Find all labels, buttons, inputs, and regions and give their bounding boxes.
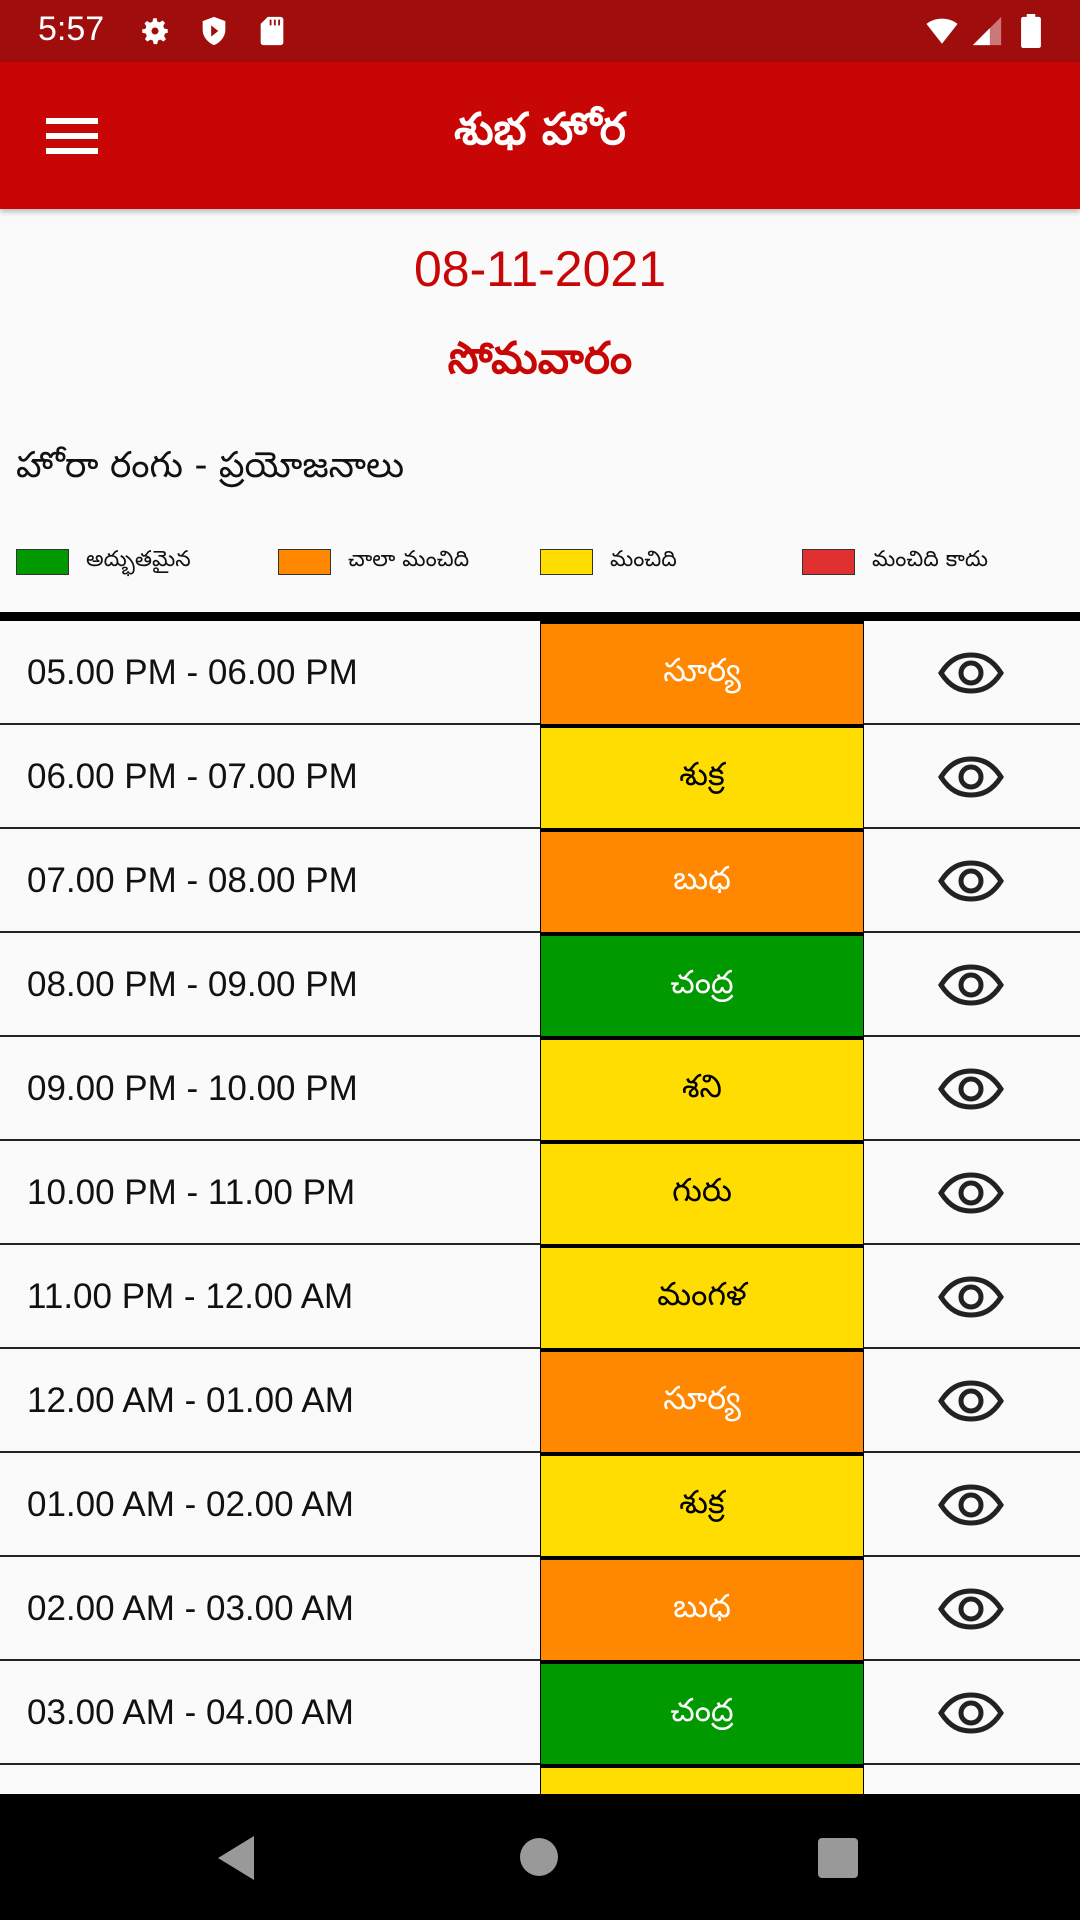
eye-icon[interactable] <box>938 1067 1004 1111</box>
hora-name: చంద్ర <box>670 963 734 1001</box>
hora-cell <box>540 1765 864 1794</box>
eye-icon[interactable] <box>938 1483 1004 1527</box>
battery-icon <box>1021 14 1041 48</box>
legend-label: మంచిది కాదు <box>872 547 989 572</box>
eye-icon[interactable] <box>938 859 1004 903</box>
hora-row[interactable]: 11.00 PM - 12.00 AM మంగళ <box>0 1245 1080 1349</box>
hora-row[interactable]: 10.00 PM - 11.00 PM గురు <box>0 1141 1080 1245</box>
hora-cell: బుధ <box>540 1557 864 1661</box>
hora-row[interactable]: 05.00 PM - 06.00 PM సూర్య <box>0 621 1080 725</box>
time-range: 06.00 PM - 07.00 PM <box>27 757 358 796</box>
recents-icon[interactable] <box>818 1838 858 1878</box>
hora-cell: మంగళ <box>540 1245 864 1349</box>
time-range: 09.00 PM - 10.00 PM <box>27 1069 358 1108</box>
eye-icon[interactable] <box>938 755 1004 799</box>
hora-row[interactable]: 09.00 PM - 10.00 PM శని <box>0 1037 1080 1141</box>
home-icon[interactable] <box>520 1838 558 1876</box>
hora-name: శుక్ర <box>679 755 725 793</box>
hora-row[interactable]: 03.00 AM - 04.00 AM చంద్ర <box>0 1661 1080 1765</box>
legend-swatch <box>16 549 69 575</box>
eye-icon[interactable] <box>938 963 1004 1007</box>
hora-row[interactable]: 07.00 PM - 08.00 PM బుధ <box>0 829 1080 933</box>
time-range: 08.00 PM - 09.00 PM <box>27 965 358 1004</box>
legend-label: మంచిది <box>610 547 677 572</box>
eye-icon[interactable] <box>938 1587 1004 1631</box>
hora-cell: బుధ <box>540 829 864 933</box>
signal-icon <box>972 16 1002 46</box>
hora-list[interactable]: 05.00 PM - 06.00 PM సూర్య 06.00 PM - 07.… <box>0 621 1080 1794</box>
sd-card-icon <box>260 16 284 46</box>
hora-row[interactable]: 02.00 AM - 03.00 AM బుధ <box>0 1557 1080 1661</box>
legend-label: చాలా మంచిది <box>348 547 470 572</box>
time-range: 10.00 PM - 11.00 PM <box>27 1173 356 1212</box>
hora-row[interactable] <box>0 1765 1080 1794</box>
status-bar: 5:57 <box>0 0 1080 62</box>
hamburger-menu-icon[interactable] <box>46 118 98 154</box>
time-range: 02.00 AM - 03.00 AM <box>27 1589 354 1628</box>
time-range: 05.00 PM - 06.00 PM <box>27 653 358 692</box>
hora-row[interactable]: 12.00 AM - 01.00 AM సూర్య <box>0 1349 1080 1453</box>
back-icon[interactable] <box>218 1836 258 1880</box>
legend-swatch <box>278 549 331 575</box>
hora-cell: చంద్ర <box>540 1661 864 1765</box>
eye-icon[interactable] <box>938 1171 1004 1215</box>
status-time: 5:57 <box>38 10 105 48</box>
time-range: 11.00 PM - 12.00 AM <box>27 1277 354 1316</box>
hora-cell: శుక్ర <box>540 1453 864 1557</box>
time-range: 01.00 AM - 02.00 AM <box>27 1485 354 1524</box>
hora-cell: గురు <box>540 1141 864 1245</box>
hora-name: శుక్ర <box>679 1483 725 1521</box>
hora-cell: శని <box>540 1037 864 1141</box>
hora-row[interactable]: 08.00 PM - 09.00 PM చంద్ర <box>0 933 1080 1037</box>
hora-name: బుధ <box>673 859 731 897</box>
hora-name: శని <box>681 1067 723 1105</box>
weekday-label: సోమవారం <box>447 333 633 384</box>
eye-icon[interactable] <box>938 1275 1004 1319</box>
hora-name: గురు <box>672 1171 732 1209</box>
hora-name: సూర్య <box>663 651 741 689</box>
legend-label: అద్భుతమైన <box>86 547 191 572</box>
eye-icon[interactable] <box>938 1379 1004 1423</box>
divider <box>0 612 1080 621</box>
legend-item-good: మంచిది <box>540 547 677 577</box>
date-label: 08-11-2021 <box>413 241 667 297</box>
legend-item-not-good: మంచిది కాదు <box>802 547 988 577</box>
hora-name: మంగళ <box>657 1275 747 1313</box>
wifi-icon <box>926 18 958 44</box>
legend-item-very-good: చాలా మంచిది <box>278 547 469 577</box>
hora-cell: సూర్య <box>540 1349 864 1453</box>
color-legend: అద్భుతమైన చాలా మంచిది మంచిది మంచిది కాదు <box>0 547 1080 577</box>
shield-play-icon <box>202 16 226 46</box>
app-toolbar: శుభ హోర <box>0 62 1080 209</box>
time-range: 07.00 PM - 08.00 PM <box>27 861 358 900</box>
legend-heading: హోరా రంగు - ప్రయోజనాలు <box>16 445 405 486</box>
hora-name: చంద్ర <box>670 1691 734 1729</box>
legend-swatch <box>802 549 855 575</box>
hora-name: సూర్య <box>663 1379 741 1417</box>
legend-item-excellent: అద్భుతమైన <box>16 547 191 577</box>
eye-icon[interactable] <box>938 651 1004 695</box>
navigation-bar <box>0 1794 1080 1920</box>
eye-icon[interactable] <box>938 1691 1004 1735</box>
hora-row[interactable]: 06.00 PM - 07.00 PM శుక్ర <box>0 725 1080 829</box>
hora-row[interactable]: 01.00 AM - 02.00 AM శుక్ర <box>0 1453 1080 1557</box>
legend-swatch <box>540 549 593 575</box>
settings-icon <box>142 18 168 45</box>
time-range: 12.00 AM - 01.00 AM <box>27 1381 354 1420</box>
hora-cell: శుక్ర <box>540 725 864 829</box>
app-title: శుభ హోర <box>454 104 626 155</box>
hora-cell: సూర్య <box>540 621 864 725</box>
hora-cell: చంద్ర <box>540 933 864 1037</box>
hora-name: బుధ <box>673 1587 731 1625</box>
time-range: 03.00 AM - 04.00 AM <box>27 1693 354 1732</box>
